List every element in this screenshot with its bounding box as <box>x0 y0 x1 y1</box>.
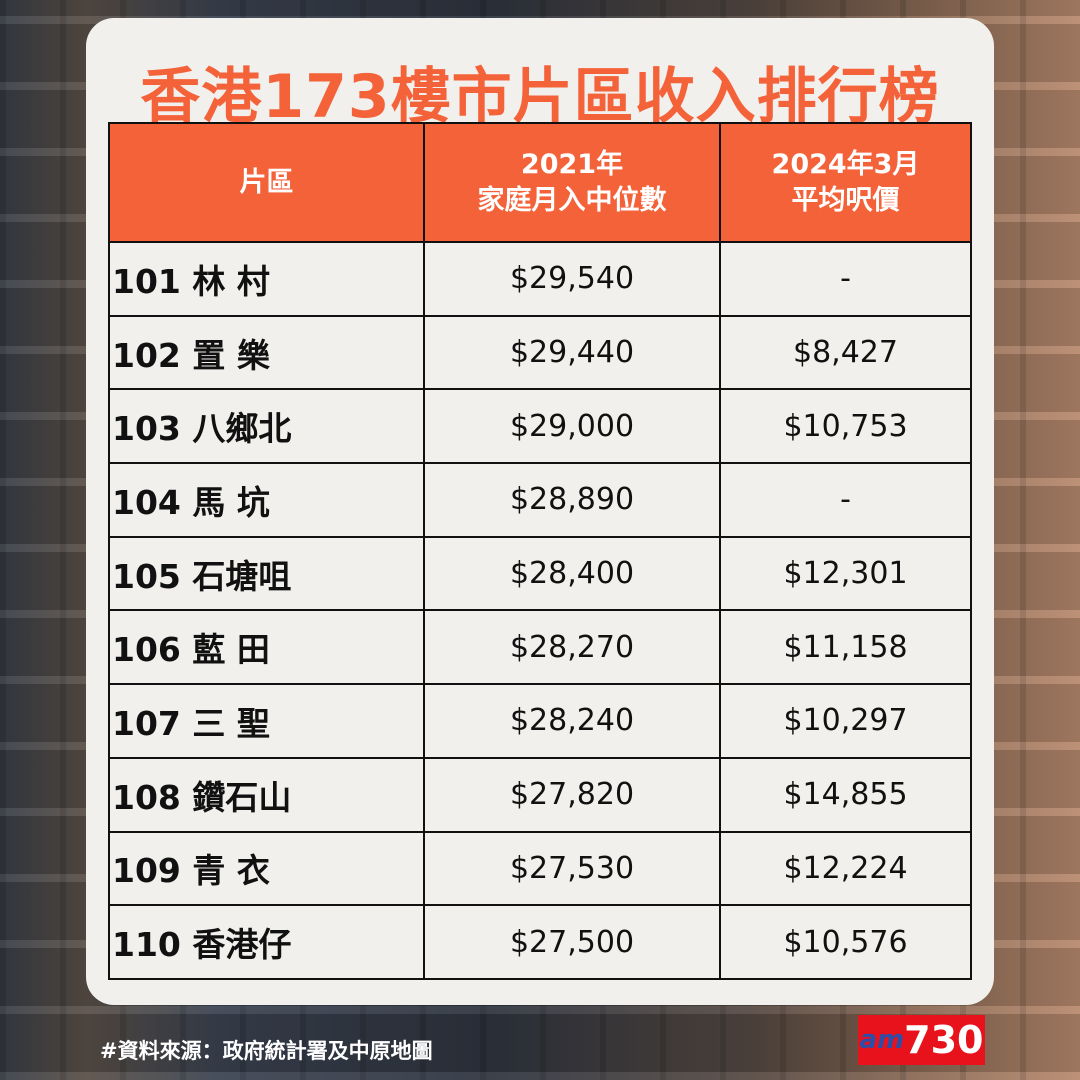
income-cell: $27,500 <box>423 904 721 980</box>
header-income: 2021年 家庭月入中位數 <box>423 122 721 243</box>
income-cell: $29,540 <box>423 241 721 317</box>
district-cell: 107 三 聖 <box>108 683 425 759</box>
district-cell: 101 林 村 <box>108 241 425 317</box>
income-cell: $28,240 <box>423 683 721 759</box>
income-cell: $28,400 <box>423 535 721 612</box>
district-cell: 102 置 樂 <box>108 314 425 391</box>
price-cell: $10,297 <box>719 683 972 759</box>
table-row: 108 鑽石山 $27,820 $14,855 <box>108 756 972 833</box>
district-cell: 108 鑽石山 <box>108 756 425 833</box>
table-row: 102 置 樂 $29,440 $8,427 <box>108 314 972 391</box>
district-cell: 104 馬 坑 <box>108 462 425 538</box>
price-cell: $8,427 <box>719 314 972 391</box>
price-cell: $10,576 <box>719 904 972 980</box>
page-title: 香港173樓市片區收入排行榜 <box>140 62 940 132</box>
table-row: 103 八鄉北 $29,000 $10,753 <box>108 388 972 465</box>
income-cell: $27,530 <box>423 830 721 907</box>
income-cell: $29,440 <box>423 314 721 391</box>
header-district: 片區 <box>108 122 425 243</box>
district-cell: 106 藍 田 <box>108 609 425 686</box>
ranking-table: 片區 2021年 家庭月入中位數 2024年3月 平均呎價 101 林 村 $29… <box>108 122 972 980</box>
income-cell: $27,820 <box>423 756 721 833</box>
price-cell: $12,301 <box>719 535 972 612</box>
table-row: 109 青 衣 $27,530 $12,224 <box>108 830 972 907</box>
table-row: 107 三 聖 $28,240 $10,297 <box>108 683 972 759</box>
table-row: 110 香港仔 $27,500 $10,576 <box>108 904 972 980</box>
price-cell: - <box>719 241 972 317</box>
table-row: 105 石塘咀 $28,400 $12,301 <box>108 535 972 612</box>
district-cell: 109 青 衣 <box>108 830 425 907</box>
am730-logo: am 730 <box>858 1015 985 1065</box>
district-cell: 105 石塘咀 <box>108 535 425 612</box>
source-note: #資料來源：政府統計署及中原地圖 <box>100 1039 433 1063</box>
table-row: 104 馬 坑 $28,890- <box>108 462 972 538</box>
price-cell: $11,158 <box>719 609 972 686</box>
income-cell: $28,890 <box>423 462 721 538</box>
header-price: 2024年3月 平均呎價 <box>719 122 972 243</box>
district-cell: 110 香港仔 <box>108 904 425 980</box>
price-cell: $14,855 <box>719 756 972 833</box>
income-cell: $29,000 <box>423 388 721 465</box>
table-row: 101 林 村 $29,540- <box>108 241 972 317</box>
table-header: 片區 2021年 家庭月入中位數 2024年3月 平均呎價 <box>108 122 972 243</box>
district-cell: 103 八鄉北 <box>108 388 425 465</box>
info-card: 香港173樓市片區收入排行榜 片區 2021年 家庭月入中位數 2024年3月 … <box>86 18 994 1005</box>
price-cell: - <box>719 462 972 538</box>
income-cell: $28,270 <box>423 609 721 686</box>
price-cell: $12,224 <box>719 830 972 907</box>
price-cell: $10,753 <box>719 388 972 465</box>
table-row: 106 藍 田 $28,270 $11,158 <box>108 609 972 686</box>
